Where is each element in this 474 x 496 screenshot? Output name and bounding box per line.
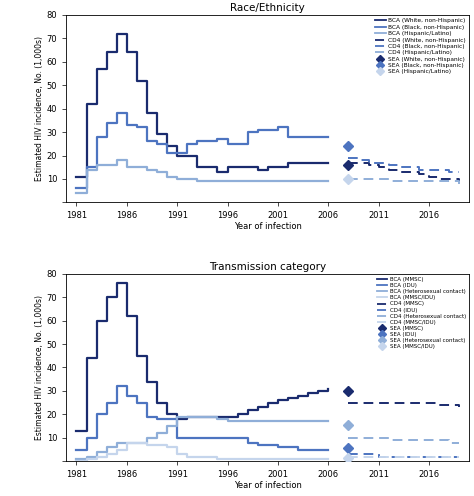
X-axis label: Year of infection: Year of infection xyxy=(234,222,302,231)
Title: Transmission category: Transmission category xyxy=(209,261,327,271)
Y-axis label: Estimated HIV incidence, No. (1,000s): Estimated HIV incidence, No. (1,000s) xyxy=(35,295,44,440)
Legend: BCA (MMSC), BCA (IDU), BCA (Heterosexual contact), BCA (MMSC/IDU), CD4 (MMSC), C: BCA (MMSC), BCA (IDU), BCA (Heterosexual… xyxy=(377,276,466,350)
Title: Race/Ethnicity: Race/Ethnicity xyxy=(230,2,305,13)
X-axis label: Year of infection: Year of infection xyxy=(234,481,302,490)
Y-axis label: Estimated HIV incidence, No. (1,000s): Estimated HIV incidence, No. (1,000s) xyxy=(35,36,44,181)
Legend: BCA (White, non-Hispanic), BCA (Black, non-Hispanic), BCA (Hispanic/Latino), CD4: BCA (White, non-Hispanic), BCA (Black, n… xyxy=(374,18,466,75)
